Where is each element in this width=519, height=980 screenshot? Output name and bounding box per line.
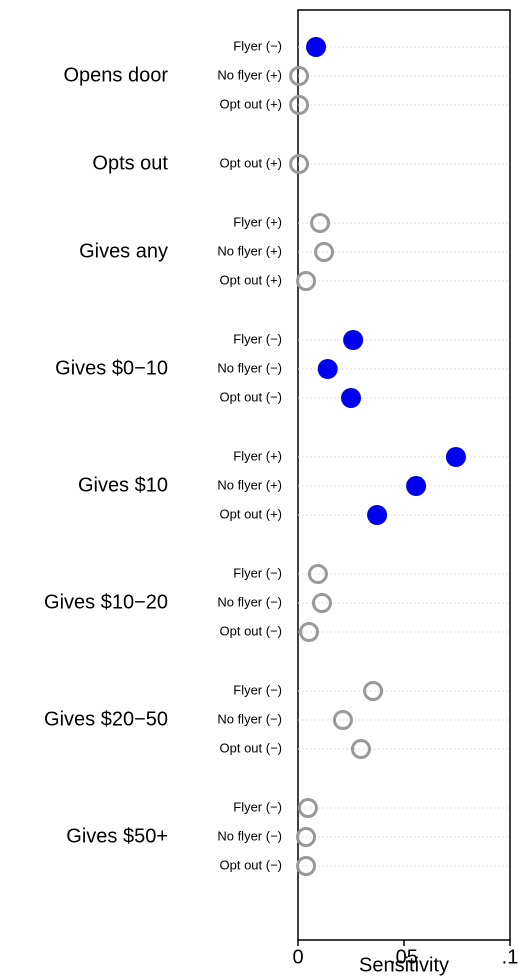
group-label: Gives $10−20 (44, 591, 168, 613)
dot (297, 798, 318, 818)
dot (296, 827, 317, 847)
group-label: Opts out (92, 152, 168, 174)
plot-frame (297, 9, 511, 941)
dot (296, 271, 317, 291)
dot (332, 710, 353, 730)
x-axis-label: Sensitivity (359, 954, 449, 976)
dot (350, 739, 371, 759)
row-label: No flyer (−) (217, 711, 282, 726)
dot (314, 242, 335, 262)
row-label: No flyer (−) (217, 828, 282, 843)
row-label: Flyer (−) (233, 799, 282, 814)
row-label: Flyer (−) (233, 682, 282, 697)
row-label: Flyer (+) (233, 448, 282, 463)
dot (311, 593, 332, 613)
row-label: Flyer (−) (233, 331, 282, 346)
row-label: Opt out (−) (220, 389, 283, 404)
dot (299, 622, 320, 642)
dot (306, 37, 327, 57)
group-label: Gives $20−50 (44, 708, 168, 730)
dot (289, 66, 310, 86)
dot (445, 447, 466, 467)
row-label: Opt out (+) (220, 155, 283, 170)
row-label: Opt out (+) (220, 506, 283, 521)
row-label: Opt out (−) (220, 857, 283, 872)
group-label: Gives any (79, 240, 168, 262)
dot (307, 564, 328, 584)
dot (289, 154, 310, 174)
dot (363, 681, 384, 701)
row-label: Flyer (+) (233, 214, 282, 229)
dot (367, 505, 388, 525)
row-label: Opt out (+) (220, 96, 283, 111)
row-label: No flyer (+) (217, 477, 282, 492)
row-label: Opt out (+) (220, 272, 283, 287)
dot (317, 359, 338, 379)
row-label: Opt out (−) (220, 740, 283, 755)
x-tick-label: .05 (390, 946, 418, 968)
row-label: Flyer (−) (233, 38, 282, 53)
group-label: Gives $50+ (66, 825, 168, 847)
row-label: No flyer (−) (217, 594, 282, 609)
row-label: Opt out (−) (220, 623, 283, 638)
row-label: No flyer (+) (217, 243, 282, 258)
dot (310, 213, 331, 233)
row-label: No flyer (−) (217, 360, 282, 375)
dot (341, 388, 361, 408)
group-label: Gives $0−10 (55, 357, 168, 379)
row-label: No flyer (+) (217, 67, 282, 82)
x-tick-label: .1 (502, 946, 519, 968)
dot (406, 476, 427, 496)
x-tick-label: 0 (292, 946, 303, 968)
row-label: Flyer (−) (233, 565, 282, 580)
group-label: Opens door (63, 64, 168, 86)
dot (296, 856, 317, 876)
dot (343, 330, 364, 350)
group-label: Gives $10 (78, 474, 168, 496)
dot (289, 95, 310, 115)
